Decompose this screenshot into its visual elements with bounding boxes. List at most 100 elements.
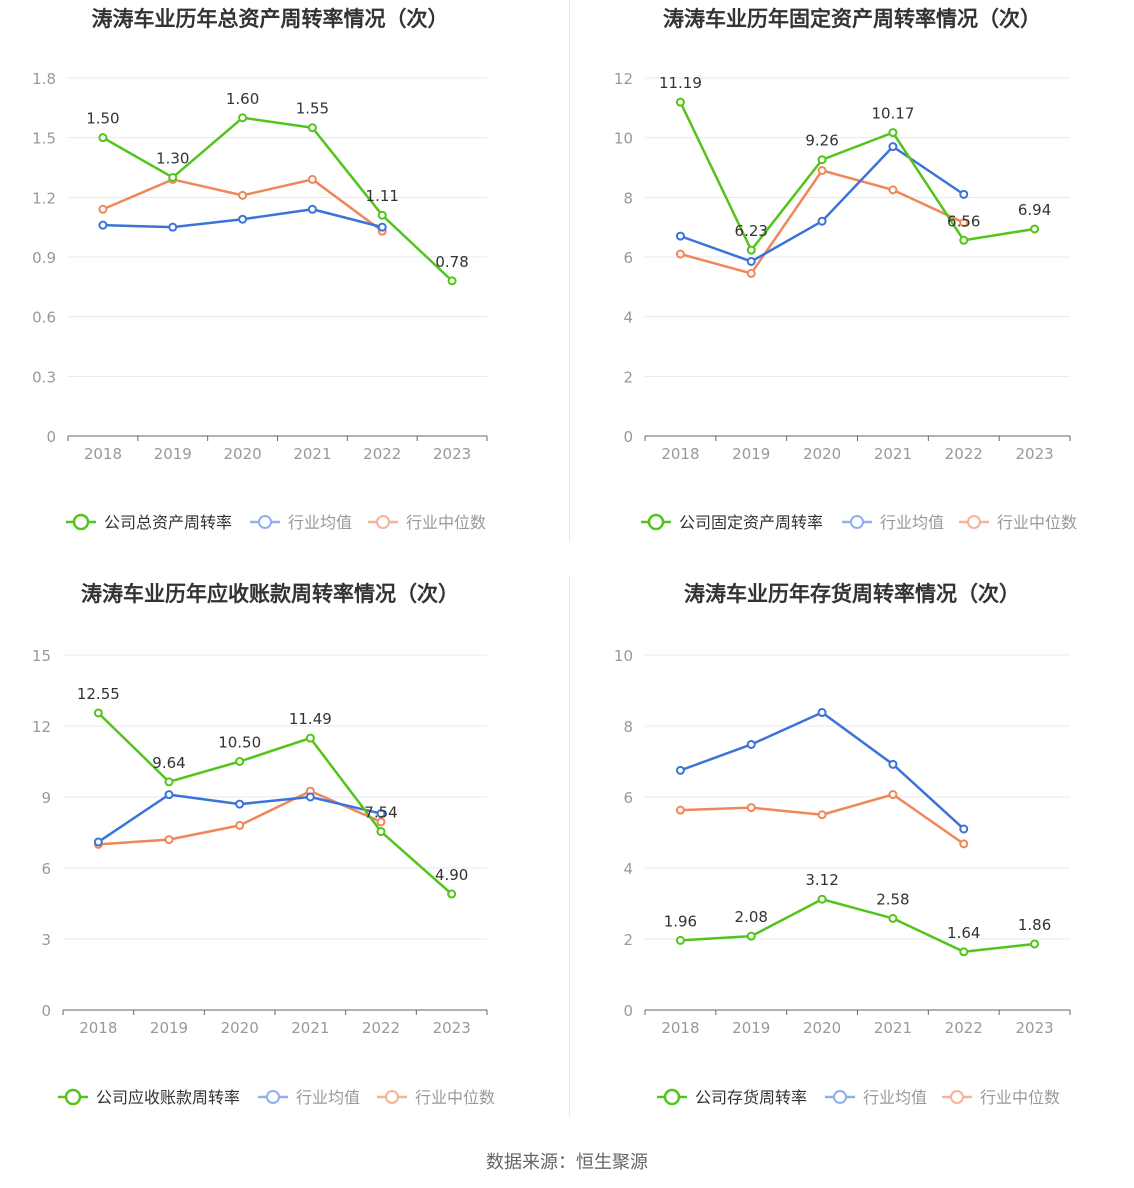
data-point-median bbox=[238, 190, 248, 200]
chart-title: 涛涛车业历年总资产周转率情况（次） bbox=[92, 7, 449, 31]
legend-marker-icon bbox=[385, 1090, 399, 1104]
data-point-mean bbox=[168, 222, 178, 232]
x-tick-label: 2021 bbox=[874, 1019, 912, 1037]
data-label: 1.50 bbox=[86, 110, 119, 128]
y-tick-label: 6 bbox=[41, 860, 51, 878]
legend-label: 行业中位数 bbox=[997, 513, 1077, 532]
data-point-company bbox=[98, 133, 108, 143]
x-tick-label: 2022 bbox=[945, 445, 983, 463]
data-label: 6.23 bbox=[735, 222, 768, 240]
data-point-mean bbox=[235, 799, 245, 809]
data-point-mean bbox=[238, 214, 248, 224]
data-point-mean bbox=[93, 837, 103, 847]
data-point-company bbox=[447, 276, 457, 286]
legend-marker-icon bbox=[72, 513, 90, 531]
data-label: 1.64 bbox=[947, 924, 980, 942]
legend-item-company: 公司固定资产周转率 bbox=[641, 513, 823, 532]
y-tick-label: 1.8 bbox=[32, 70, 56, 88]
legend-marker-icon bbox=[647, 513, 665, 531]
data-label: 9.64 bbox=[152, 754, 185, 772]
x-tick-label: 2019 bbox=[154, 445, 192, 463]
data-point-company bbox=[447, 889, 457, 899]
y-tick-label: 12 bbox=[614, 70, 633, 88]
y-tick-label: 0 bbox=[46, 428, 56, 446]
data-label: 3.12 bbox=[805, 871, 838, 889]
data-point-mean bbox=[377, 222, 387, 232]
x-tick-label: 2018 bbox=[79, 1019, 117, 1037]
data-point-median bbox=[98, 204, 108, 214]
data-point-company bbox=[164, 777, 174, 787]
y-tick-label: 6 bbox=[623, 249, 633, 267]
data-label: 1.96 bbox=[664, 912, 697, 930]
data-point-median bbox=[888, 185, 898, 195]
data-label: 11.19 bbox=[659, 74, 702, 92]
x-tick-label: 2020 bbox=[803, 1019, 841, 1037]
data-point-company bbox=[1030, 224, 1040, 234]
legend-marker-icon bbox=[64, 1088, 82, 1106]
y-tick-label: 4 bbox=[623, 309, 633, 327]
data-point-mean bbox=[675, 765, 685, 775]
data-label: 1.30 bbox=[156, 149, 189, 167]
data-point-median bbox=[959, 218, 969, 228]
data-point-company bbox=[675, 97, 685, 107]
y-tick-label: 1.5 bbox=[32, 130, 56, 148]
x-tick-label: 2021 bbox=[293, 445, 331, 463]
data-point-mean bbox=[746, 256, 756, 266]
data-point-median bbox=[888, 790, 898, 800]
chart-panel-total-asset-turnover: 涛涛车业历年总资产周转率情况（次） 0 0.3 0.6 0.9 1.2 1.5 1.8 2018… bbox=[0, 0, 567, 575]
data-point-company bbox=[959, 947, 969, 957]
data-point-company bbox=[888, 913, 898, 923]
x-tick-label: 2018 bbox=[661, 445, 699, 463]
y-tick-label: 15 bbox=[32, 647, 51, 665]
data-point-company bbox=[675, 935, 685, 945]
legend-item-median: 行业中位数 bbox=[377, 1088, 495, 1107]
legend-label: 公司总资产周转率 bbox=[104, 513, 232, 532]
data-point-company bbox=[93, 708, 103, 718]
data-label: 1.86 bbox=[1018, 916, 1051, 934]
data-point-company bbox=[377, 210, 387, 220]
legend-item-company: 公司存货周转率 bbox=[657, 1088, 807, 1107]
y-tick-label: 1.2 bbox=[32, 189, 56, 207]
data-label: 0.78 bbox=[435, 253, 468, 271]
chart-svg: 涛涛车业历年固定资产周转率情况（次） 0 2 4 6 8 10 12 2018 2019 2020 2… bbox=[614, 7, 1077, 532]
y-tick-label: 0.6 bbox=[32, 309, 56, 327]
x-tick-label: 2023 bbox=[1015, 1019, 1053, 1037]
x-tick-label: 2019 bbox=[732, 1019, 770, 1037]
data-point-mean bbox=[959, 824, 969, 834]
vertical-divider-top bbox=[569, 0, 570, 542]
y-tick-label: 10 bbox=[614, 130, 633, 148]
legend-marker-icon bbox=[850, 515, 864, 529]
data-label: 11.49 bbox=[289, 710, 332, 728]
chart-title: 涛涛车业历年应收账款周转率情况（次） bbox=[81, 582, 459, 606]
data-label: 1.55 bbox=[296, 100, 329, 118]
legend-item-mean: 行业均值 bbox=[258, 1088, 360, 1107]
data-point-median bbox=[376, 817, 386, 827]
legend-marker-icon bbox=[950, 1090, 964, 1104]
series-line-company bbox=[97, 712, 453, 895]
vertical-divider-bottom bbox=[569, 575, 570, 1117]
data-point-mean bbox=[817, 708, 827, 718]
chart-svg: 涛涛车业历年存货周转率情况（次） 0 2 4 6 8 10 2018 2019 2020 2021 2… bbox=[614, 582, 1071, 1107]
y-tick-label: 0.9 bbox=[32, 249, 56, 267]
data-label: 2.58 bbox=[876, 890, 909, 908]
legend-marker-icon bbox=[663, 1088, 681, 1106]
data-point-company bbox=[168, 172, 178, 182]
legend-label: 行业中位数 bbox=[980, 1088, 1060, 1107]
data-point-median bbox=[817, 810, 827, 820]
legend-item-mean: 行业均值 bbox=[825, 1088, 927, 1107]
legend-label: 公司存货周转率 bbox=[695, 1088, 807, 1107]
x-tick-label: 2020 bbox=[223, 445, 261, 463]
legend-item-company: 公司应收账款周转率 bbox=[58, 1088, 240, 1107]
x-tick-label: 2020 bbox=[221, 1019, 259, 1037]
legend-marker-icon bbox=[258, 515, 272, 529]
series-line-company bbox=[679, 101, 1035, 252]
series-line-company bbox=[680, 897, 1035, 954]
data-point-company bbox=[1030, 939, 1040, 949]
x-tick-label: 2018 bbox=[84, 445, 122, 463]
data-label: 6.94 bbox=[1018, 201, 1051, 219]
chart-svg: 涛涛车业历年总资产周转率情况（次） 0 0.3 0.6 0.9 1.2 1.5 1.8 2018… bbox=[32, 7, 488, 532]
data-point-mean bbox=[746, 739, 756, 749]
data-label: 2.08 bbox=[735, 908, 768, 926]
data-label: 7.54 bbox=[364, 804, 397, 822]
data-point-mean bbox=[817, 216, 827, 226]
